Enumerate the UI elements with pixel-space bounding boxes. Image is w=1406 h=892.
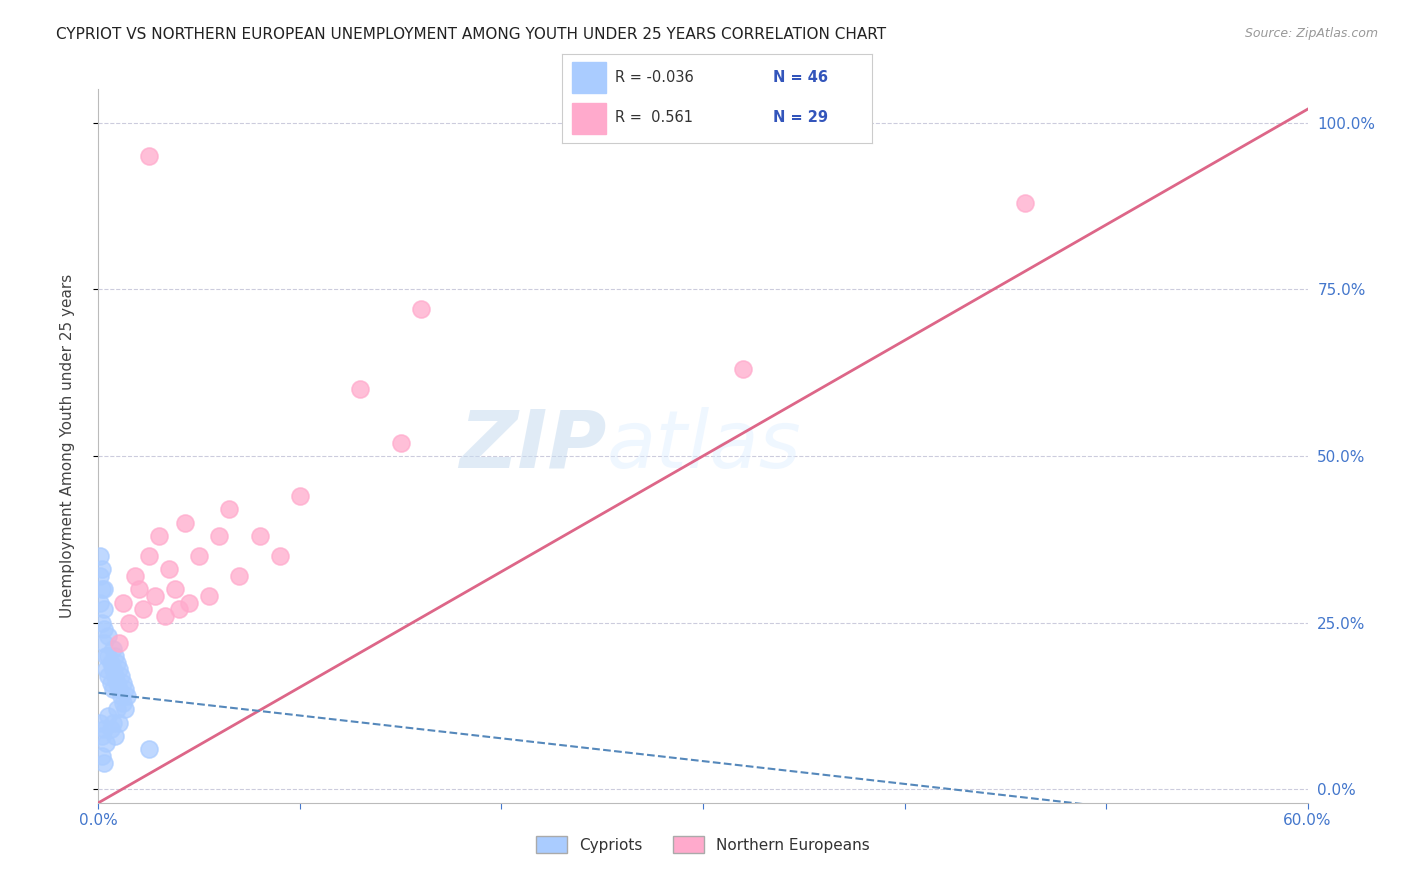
Point (101, 662, 124, 676)
Point (208, 529, 231, 543)
Point (1014, 195, 1036, 210)
Y-axis label: Unemployment Among Youth under 25 years: Unemployment Among Youth under 25 years (60, 274, 75, 618)
Point (110, 689, 132, 703)
Point (93, 756, 115, 770)
Point (105, 702, 128, 716)
Bar (572, 62, 606, 93)
Point (143, 589, 166, 603)
Point (89, 596, 111, 610)
Point (114, 682, 136, 697)
Point (101, 642, 124, 657)
Point (153, 609, 176, 624)
Text: R = -0.036: R = -0.036 (614, 70, 693, 85)
Point (269, 549, 291, 563)
Point (93, 602, 115, 616)
Point (91, 729, 114, 743)
Point (100, 675, 122, 690)
Point (96, 649, 118, 664)
Point (96, 662, 118, 676)
Point (101, 715, 124, 730)
Point (138, 742, 160, 756)
Point (138, 549, 160, 563)
Point (91, 562, 114, 576)
Point (93, 582, 115, 597)
Point (105, 656, 128, 670)
Point (179, 596, 201, 610)
Point (118, 615, 141, 630)
Point (114, 702, 136, 716)
Text: Source: ZipAtlas.com: Source: ZipAtlas.com (1244, 27, 1378, 40)
Point (103, 669, 125, 683)
Text: CYPRIOT VS NORTHERN EUROPEAN UNEMPLOYMENT AMONG YOUTH UNDER 25 YEARS CORRELATION: CYPRIOT VS NORTHERN EUROPEAN UNEMPLOYMEN… (56, 27, 886, 42)
Text: atlas: atlas (606, 407, 801, 485)
Point (157, 562, 180, 576)
Text: ZIP: ZIP (458, 407, 606, 485)
Point (89, 715, 111, 730)
Text: N = 46: N = 46 (773, 70, 828, 85)
Point (103, 649, 125, 664)
Point (107, 715, 129, 730)
Point (733, 362, 755, 376)
Point (389, 435, 412, 450)
Point (91, 582, 114, 597)
Point (93, 723, 115, 737)
Point (105, 675, 128, 690)
Point (97, 669, 120, 683)
Point (138, 149, 160, 163)
Point (249, 529, 271, 543)
Point (174, 516, 197, 530)
Point (91, 615, 114, 630)
Point (115, 689, 138, 703)
Bar (572, 103, 606, 134)
Point (100, 723, 122, 737)
Point (124, 569, 146, 583)
Point (110, 669, 132, 683)
Point (288, 489, 311, 503)
Point (107, 636, 129, 650)
Point (89, 549, 111, 563)
Point (188, 549, 211, 563)
Point (128, 582, 150, 597)
Point (93, 636, 115, 650)
Point (107, 682, 129, 697)
Point (218, 502, 240, 516)
Point (148, 529, 170, 543)
Point (97, 629, 120, 643)
Text: N = 29: N = 29 (773, 111, 828, 125)
Point (111, 675, 134, 690)
Point (228, 569, 250, 583)
Point (97, 709, 120, 723)
Point (96, 736, 118, 750)
Point (91, 749, 114, 764)
Point (163, 582, 186, 597)
Point (111, 696, 134, 710)
Point (101, 682, 124, 697)
Point (97, 649, 120, 664)
Point (100, 656, 122, 670)
Text: R =  0.561: R = 0.561 (614, 111, 693, 125)
Point (89, 569, 111, 583)
Point (93, 623, 115, 637)
Point (198, 589, 221, 603)
Point (409, 302, 432, 317)
Point (132, 602, 155, 616)
Point (349, 382, 371, 396)
Point (167, 602, 190, 616)
Point (103, 729, 125, 743)
Point (111, 596, 134, 610)
Point (107, 662, 129, 676)
Legend: Cypriots, Northern Europeans: Cypriots, Northern Europeans (530, 830, 876, 859)
